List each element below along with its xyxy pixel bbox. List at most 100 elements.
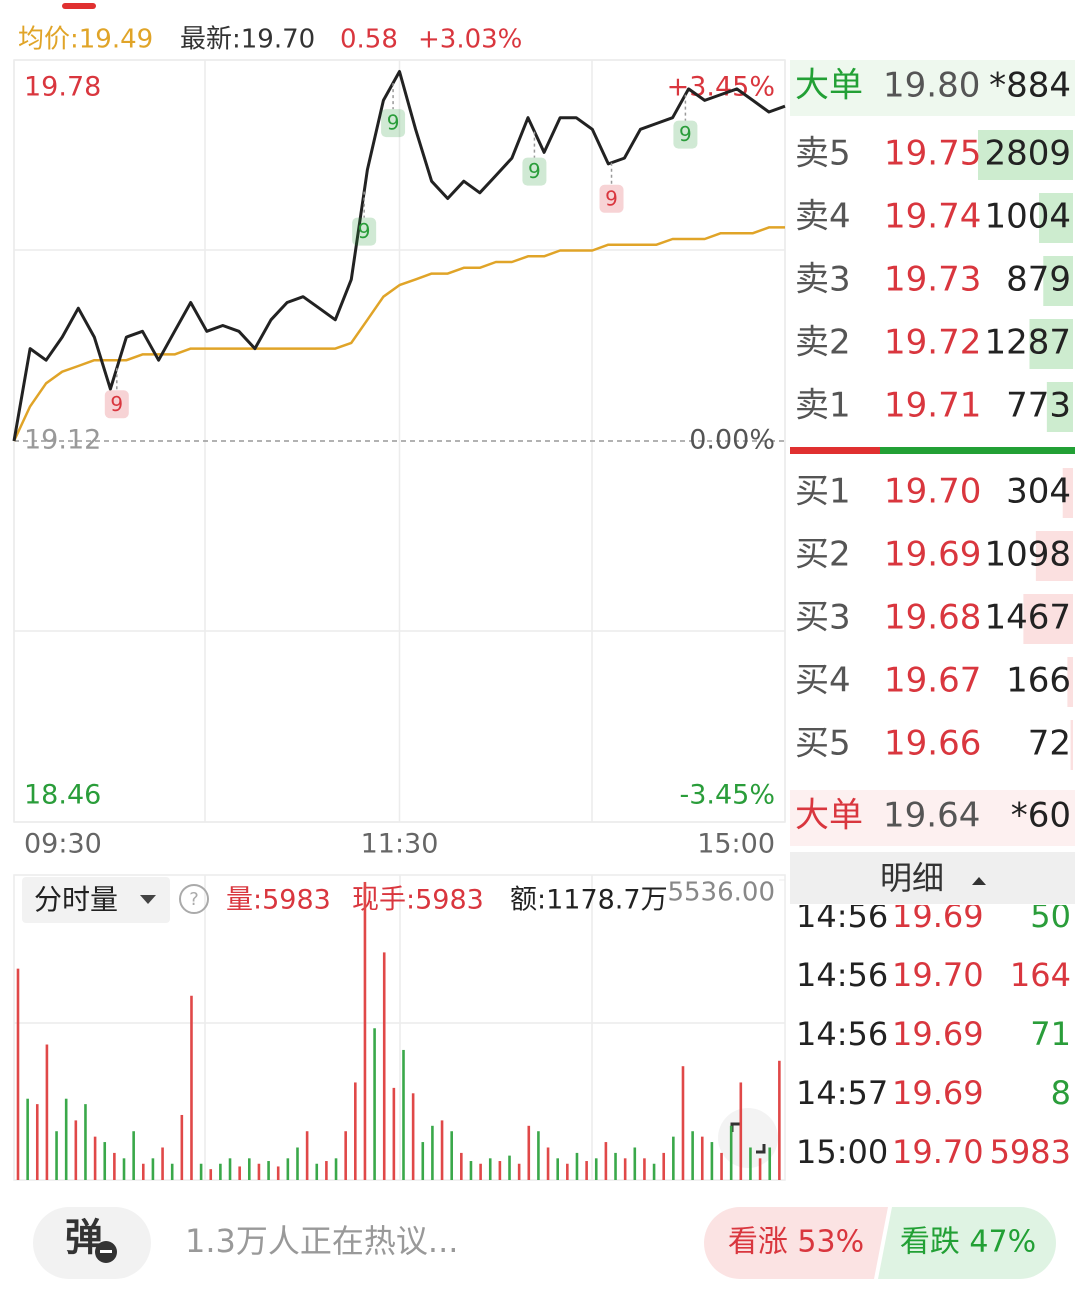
volume-bar: [209, 1169, 213, 1180]
volume-bar: [382, 952, 386, 1180]
y-tick-label: 18.46: [24, 780, 101, 811]
ratio-bar-sell: [880, 447, 1075, 454]
volume-title[interactable]: 分时量: [34, 883, 118, 916]
trade-time: 14:56: [796, 1015, 888, 1053]
volume-bar: [334, 1158, 338, 1180]
volume-bar: [305, 1131, 309, 1180]
book-price: 19.67: [884, 661, 981, 701]
td-signal: 9: [352, 191, 377, 246]
trade-volume: 164: [1010, 956, 1071, 994]
volume-stat: 现手:5983: [352, 885, 484, 916]
volume-bar: [113, 1152, 116, 1180]
signal-badge: [673, 120, 698, 149]
book-price: 19.80: [883, 66, 980, 106]
volume-bar: [450, 1131, 453, 1180]
signal-badge: [381, 109, 406, 138]
book-label: 买4: [795, 661, 851, 701]
help-icon[interactable]: [179, 884, 209, 914]
book-label: 大单: [795, 796, 863, 836]
book-size: 1098: [984, 535, 1071, 575]
y-tick-label: 5536.00: [667, 878, 775, 908]
size-bar: [1035, 531, 1073, 581]
bear-button[interactable]: [878, 1207, 1056, 1279]
size-bar: [1039, 193, 1073, 243]
volume-bar: [700, 1136, 704, 1180]
dropdown-arrow: [140, 895, 156, 904]
book-label: 卖1: [795, 386, 851, 426]
signal-badge: [104, 390, 129, 419]
trade-volume: 71: [1030, 1015, 1071, 1053]
volume-bar: [411, 1093, 415, 1180]
price-lines: [12, 70, 786, 442]
volume-bar: [778, 1060, 781, 1180]
size-bar: [1023, 594, 1073, 644]
book-size: 304: [1006, 472, 1071, 512]
trade-volume: 8: [1051, 1074, 1071, 1112]
book-size: 1467: [984, 598, 1071, 638]
volume-bar: [479, 1163, 482, 1180]
volume-bar: [45, 1044, 49, 1180]
volume-bar: [228, 1158, 232, 1180]
signal-badge: [599, 184, 624, 213]
x-tick-label: 15:00: [697, 829, 775, 860]
book-price: 19.74: [884, 197, 981, 237]
volume-bars: [16, 881, 781, 1180]
signal-label: 9: [605, 186, 618, 210]
volume-bar: [190, 995, 193, 1180]
signal-label: 9: [679, 122, 692, 146]
book-price: 19.73: [884, 260, 981, 300]
volume-bar: [720, 1152, 723, 1180]
x-tick-label: 09:30: [24, 829, 102, 860]
volume-bar: [614, 1152, 617, 1180]
volume-bar: [354, 1082, 357, 1180]
trade-price: 19.70: [892, 956, 984, 994]
bull-button[interactable]: [704, 1207, 888, 1279]
avg-line: [12, 226, 785, 442]
volume-bar: [440, 1120, 444, 1180]
td-signal: 9: [381, 83, 406, 138]
volume-bar: [55, 1131, 58, 1180]
volume-bar: [180, 1114, 184, 1180]
volume-bar: [681, 1066, 685, 1180]
book-size: 2809: [984, 134, 1071, 174]
volume-bar: [431, 1125, 434, 1180]
discussion[interactable]: 1.3万人正在热议...: [185, 1222, 458, 1260]
book-price: 19.64: [883, 796, 980, 836]
x-tick-label: 11:30: [361, 829, 439, 860]
bull-label[interactable]: 看涨 53%: [728, 1225, 864, 1260]
volume-bar: [315, 1163, 319, 1180]
volume-bar: [64, 1098, 68, 1180]
signal-badge: [352, 217, 377, 246]
volume-bar: [219, 1163, 222, 1180]
volume-bar: [498, 1161, 502, 1180]
big-order-bg: [790, 790, 1075, 846]
volume-bar: [739, 1082, 743, 1180]
volume-bar: [460, 1152, 463, 1180]
detail-header-bg[interactable]: [790, 852, 1075, 904]
volume-bar: [488, 1158, 492, 1180]
book-price: 19.70: [884, 472, 981, 512]
y2-tick-label: 0.00%: [689, 425, 775, 456]
signal-label: 9: [358, 219, 371, 243]
volume-bar: [566, 1163, 569, 1180]
volume-bar: [652, 1163, 656, 1180]
bear-label[interactable]: 看跌 47%: [900, 1225, 1036, 1260]
volume-bar: [26, 1098, 29, 1180]
volume-stat: 量:5983: [226, 885, 331, 916]
book-price: 19.72: [884, 323, 981, 363]
y2-tick-label: -3.45%: [679, 780, 775, 811]
book-label: 卖2: [795, 323, 851, 363]
volume-selector[interactable]: [22, 877, 170, 923]
big-order-bg: [790, 60, 1075, 116]
size-bar: [1070, 720, 1073, 770]
book-size: 72: [1028, 724, 1071, 764]
y-tick-label: 19.78: [24, 72, 101, 103]
avg-price: 均价:19.49: [18, 25, 153, 55]
book-label: 买2: [795, 535, 851, 575]
volume-bar: [170, 1163, 174, 1180]
danmu-button[interactable]: [33, 1207, 151, 1279]
volume-bar: [199, 1163, 203, 1180]
y-tick-label: 19.12: [24, 425, 101, 456]
